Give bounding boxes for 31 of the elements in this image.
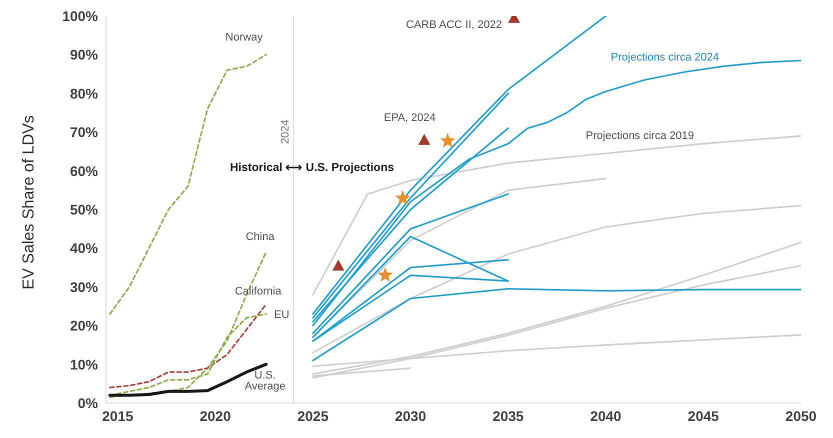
y-tick-label: 40%	[70, 240, 99, 256]
y-tick-label: 90%	[70, 46, 99, 63]
x-tick-label: 2045	[688, 408, 720, 424]
y-tick-label: 70%	[70, 124, 99, 140]
y-tick-label: 60%	[70, 162, 99, 179]
series-label: Projections circa 2019	[586, 130, 694, 142]
y-tick-label: 100%	[62, 8, 99, 24]
y-tick-label: 80%	[70, 85, 99, 102]
ref-line-label: 2024	[279, 120, 292, 144]
y-tick-label: 10%	[70, 356, 99, 372]
x-tick-label: 2050	[785, 408, 817, 424]
series-label: U.S. Average	[244, 369, 286, 392]
y-tick-label: 20%	[70, 318, 99, 334]
y-tick-label: 30%	[70, 278, 99, 295]
series-label: Norway	[225, 32, 264, 44]
series-label: EU	[274, 308, 290, 321]
y-tick-label: 0%	[78, 394, 99, 411]
x-tick-label: 2035	[492, 408, 524, 424]
series-label: China	[246, 231, 276, 244]
y-axis-title: EV Sales Share of LDVs	[20, 115, 38, 290]
x-tick-label: 2030	[394, 408, 426, 424]
x-tick-label: 2020	[200, 408, 232, 424]
series-label: California	[234, 285, 282, 298]
annotation: CARB ACC II, 2022	[406, 18, 502, 31]
series-label: Projections circa 2024	[610, 52, 719, 64]
x-tick-label: 2015	[102, 408, 134, 424]
x-tick-label: 2025	[297, 408, 329, 424]
annotation: EPA, 2024	[384, 112, 436, 124]
annotation: Historical ⟷ U.S. Projections	[230, 161, 394, 174]
y-tick-label: 50%	[70, 201, 99, 218]
x-tick-label: 2040	[590, 408, 622, 424]
